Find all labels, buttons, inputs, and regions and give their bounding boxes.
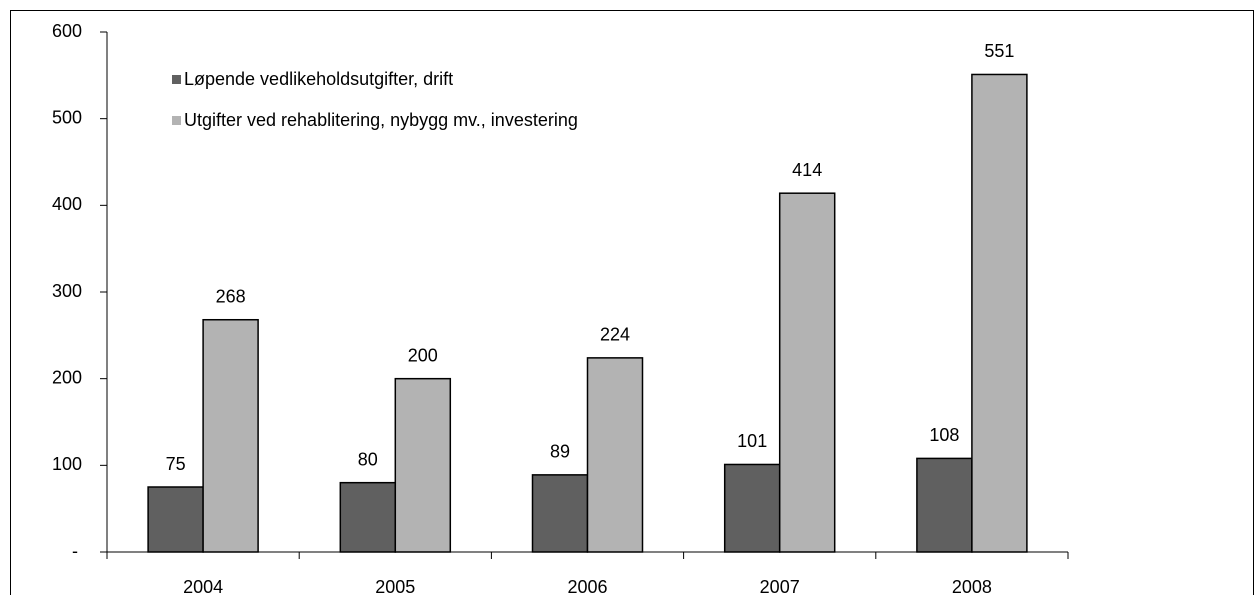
data-label: 75: [166, 454, 186, 474]
data-label: 224: [600, 325, 630, 345]
y-tick-label: 400: [52, 194, 82, 214]
x-tick-label: 2006: [567, 577, 607, 595]
data-label: 268: [216, 286, 246, 306]
data-label: 200: [408, 345, 438, 365]
legend-swatch: [172, 116, 181, 125]
y-tick-label: 100: [52, 454, 82, 474]
data-label: 108: [929, 425, 959, 445]
data-label: 414: [792, 160, 822, 180]
x-tick-label: 2004: [183, 577, 223, 595]
bar: [531, 474, 589, 553]
y-tick-label: -: [72, 541, 78, 561]
x-tick-label: 2007: [760, 577, 800, 595]
data-label: 89: [550, 442, 570, 462]
bar: [339, 481, 397, 553]
legend-label: Utgifter ved rehablitering, nybygg mv., …: [184, 110, 578, 130]
data-label: 101: [737, 431, 767, 451]
bar: [586, 357, 644, 553]
y-tick-label: 300: [52, 281, 82, 301]
legend-label: Løpende vedlikeholdsutgifter, drift: [184, 69, 453, 89]
y-tick-label: 200: [52, 367, 82, 387]
bar: [723, 463, 781, 553]
bar: [147, 486, 204, 553]
bar: [778, 192, 836, 553]
x-tick-label: 2005: [375, 577, 415, 595]
legend-swatch: [172, 75, 181, 84]
y-tick-label: 500: [52, 107, 82, 127]
bar: [394, 377, 452, 553]
y-tick-label: 600: [52, 21, 82, 41]
data-label: 80: [358, 449, 378, 469]
chart-border: [10, 10, 1254, 595]
bar: [971, 73, 1028, 553]
bar: [916, 457, 973, 553]
x-tick-label: 2008: [952, 577, 992, 595]
data-label: 551: [984, 41, 1014, 61]
bar: [202, 318, 259, 553]
